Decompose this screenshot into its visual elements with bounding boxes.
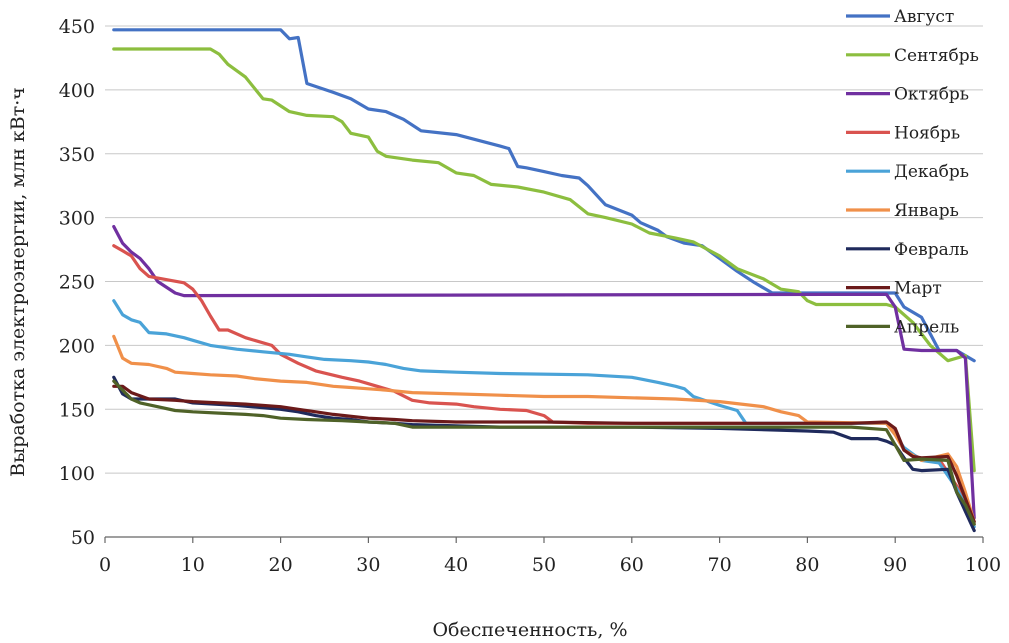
x-tick-label: 100: [965, 554, 1001, 576]
legend-label-1: Сентябрь: [894, 46, 979, 66]
series-line-7: [112, 384, 976, 524]
series-line-3: [112, 244, 976, 526]
legend: Август Сентябрь Октябрь Ноябрь Декабрь Январь…: [846, 7, 979, 337]
y-tick-label: 250: [59, 272, 95, 294]
y-tick-label: 350: [59, 144, 95, 166]
legend-label-5: Январь: [894, 201, 959, 221]
y-tick-label: 100: [59, 463, 95, 485]
x-tick-label: 30: [356, 554, 380, 576]
y-tick-label: 50: [71, 527, 95, 549]
legend-label-6: Февраль: [894, 240, 969, 260]
x-tick-label: 50: [532, 554, 556, 576]
x-tick-label: 0: [99, 554, 111, 576]
legend-label-3: Ноябрь: [894, 123, 960, 143]
legend-label-8: Апрель: [894, 317, 959, 337]
y-tick-label: 450: [59, 16, 95, 38]
legend-label-4: Декабрь: [894, 162, 969, 182]
series-line-5: [112, 334, 976, 524]
x-tick-label: 80: [795, 554, 819, 576]
y-axis-title: Выработка электроэнергии, млн кВт·ч: [7, 87, 29, 477]
series-line-8: [112, 379, 976, 526]
x-tick-label: 20: [269, 554, 293, 576]
legend-label-7: Март: [894, 279, 942, 299]
legend-label-0: Август: [894, 7, 954, 27]
series-line-0: [112, 28, 976, 363]
series-lines: [112, 28, 976, 533]
x-tick-label: 60: [620, 554, 644, 576]
y-tick-label: 150: [59, 399, 95, 421]
x-tick-label: 90: [883, 554, 907, 576]
y-tick-label: 200: [59, 335, 95, 357]
x-tick-label: 40: [444, 554, 468, 576]
series-line-2: [112, 225, 976, 520]
series-line-1: [112, 47, 976, 473]
legend-label-2: Октябрь: [894, 85, 969, 105]
series-line-6: [112, 375, 976, 533]
y-tick-label: 300: [59, 208, 95, 230]
axes: [104, 536, 984, 543]
y-tick-label: 400: [59, 80, 95, 102]
grid-lines: [105, 25, 983, 474]
x-axis-title: Обеспеченность, %: [432, 619, 627, 641]
x-tick-label: 70: [708, 554, 732, 576]
tick-labels: 50 100 150 200 250 300 350 400 450 0 10 20 30 40 50 60 7…: [59, 16, 1001, 576]
x-tick-label: 10: [181, 554, 205, 576]
